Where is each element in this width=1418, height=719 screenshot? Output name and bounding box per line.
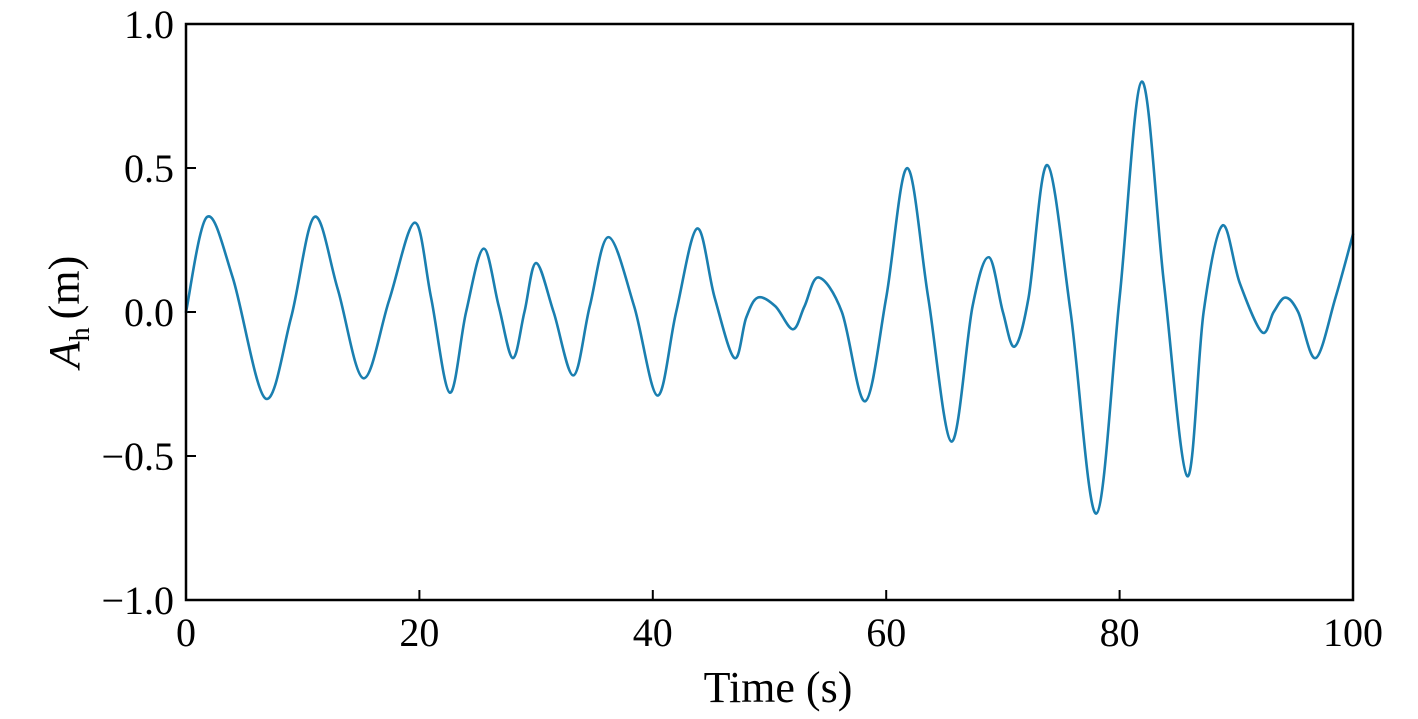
series-line xyxy=(184,80,1355,515)
x-tick-label: 40 xyxy=(633,610,673,655)
y-axis-label-unit: (m) xyxy=(40,256,89,320)
plot-area xyxy=(184,80,1355,515)
y-axis-label-symbol: A xyxy=(40,340,89,371)
x-tick-label: 100 xyxy=(1323,610,1383,655)
x-tick-label: 60 xyxy=(866,610,906,655)
y-tick-label: −1.0 xyxy=(101,578,174,623)
y-tick-label: 1.0 xyxy=(124,2,174,47)
y-tick-label: 0.0 xyxy=(124,290,174,335)
x-tick-label: 0 xyxy=(176,610,196,655)
y-ticks: 1.0 0.5 0.0 −0.5 −1.0 xyxy=(101,2,196,623)
y-axis-label-subscript: h xyxy=(65,327,96,341)
y-axis-label: Ah (m) xyxy=(40,256,96,371)
x-tick-label: 20 xyxy=(399,610,439,655)
y-tick-label: 0.5 xyxy=(124,146,174,191)
plot-frame xyxy=(184,22,1355,602)
x-ticks: 0 20 40 60 80 100 xyxy=(176,590,1383,655)
y-tick-label: −0.5 xyxy=(101,434,174,479)
x-axis-label: Time (s) xyxy=(704,663,853,712)
x-tick-label: 80 xyxy=(1100,610,1140,655)
